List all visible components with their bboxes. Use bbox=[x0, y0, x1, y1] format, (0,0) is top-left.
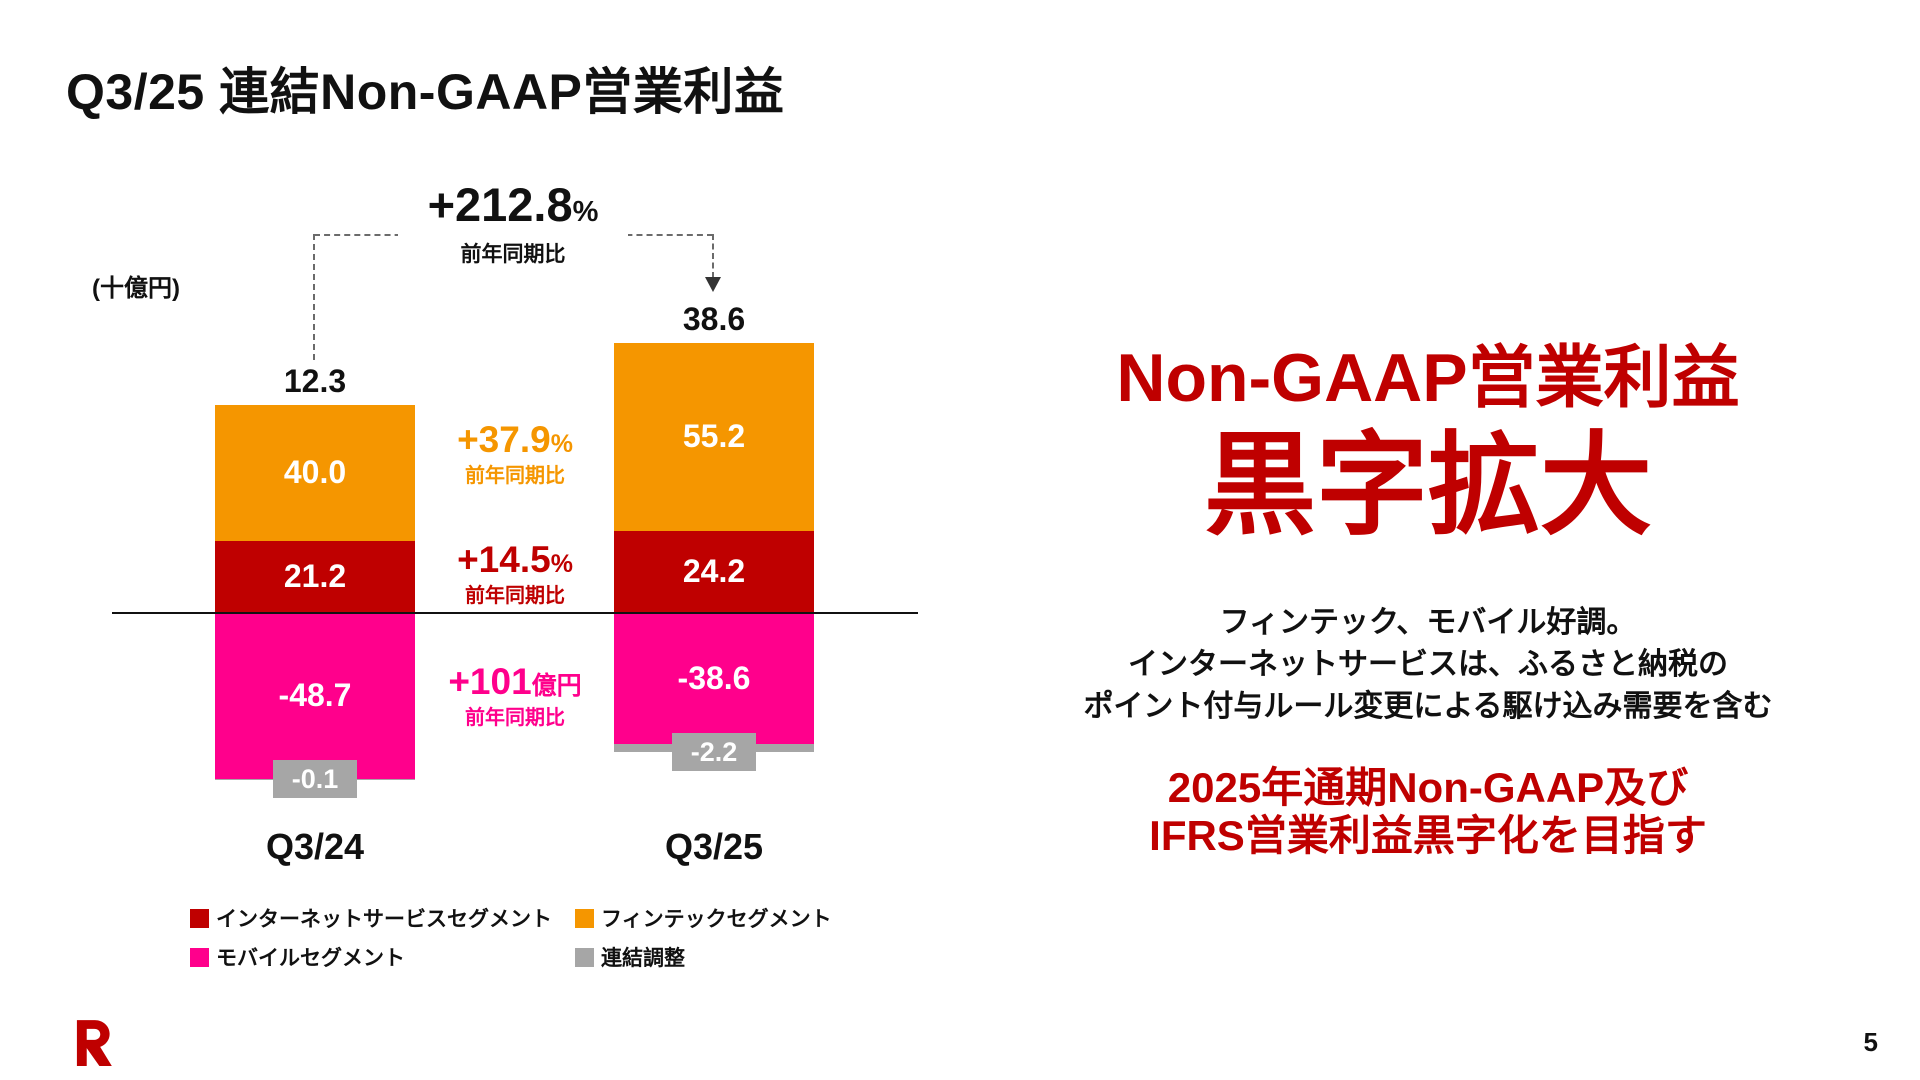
adjustment-badge: -2.2 bbox=[672, 732, 756, 771]
fintech-growth-note: 前年同期比 bbox=[465, 465, 565, 487]
total-growth-note: 前年同期比 bbox=[460, 243, 566, 266]
body-text: フィンテック、モバイル好調。 インターネットサービスは、ふるさと納税の ポイント… bbox=[1000, 602, 1856, 728]
segment-value-label: 55.2 bbox=[682, 418, 746, 455]
rakuten-logo-icon bbox=[68, 1018, 112, 1066]
mobile-growth-value: +101億円 bbox=[448, 661, 582, 702]
mobile-growth-note: 前年同期比 bbox=[465, 707, 565, 729]
segment-value-label: 24.2 bbox=[682, 553, 746, 590]
headline-line-2: 黒字拡大 bbox=[1204, 423, 1652, 548]
internet-services-growth-note: 前年同期比 bbox=[465, 585, 565, 607]
segment-value-label: 40.0 bbox=[283, 454, 347, 491]
connector-dashed-line-right bbox=[712, 234, 714, 278]
page-title: Q3/25 連結Non-GAAP営業利益 bbox=[66, 64, 785, 120]
body-line: ポイント付与ルール変更による駆け込み需要を含む bbox=[1083, 690, 1773, 723]
goal-line: IFRS営業利益黒字化を目指す bbox=[1149, 812, 1707, 859]
bar-total-label: 12.3 bbox=[283, 362, 347, 399]
legend-label: インターネットサービスセグメント bbox=[216, 908, 552, 931]
bar-segment-orange: 40.0 bbox=[215, 404, 415, 541]
x-axis-label: Q3/25 bbox=[664, 826, 764, 867]
legend-label: 連結調整 bbox=[601, 947, 685, 970]
x-axis-label: Q3/24 bbox=[265, 826, 365, 867]
total-growth-value: +212.8% bbox=[427, 178, 599, 231]
legend-swatch-gray bbox=[575, 947, 594, 967]
legend-swatch-orange bbox=[575, 908, 594, 928]
fintech-growth-annotation: +37.9% 前年同期比 bbox=[417, 420, 613, 488]
internet-services-growth-value: +14.5% bbox=[457, 539, 573, 580]
goal-line: 2025年通期Non-GAAP及び bbox=[1167, 764, 1689, 811]
legend-item-crimson: インターネットサービスセグメント bbox=[190, 903, 575, 933]
legend-item-orange: フィンテックセグメント bbox=[575, 903, 832, 933]
total-growth-annotation: +212.8% 前年同期比 bbox=[398, 180, 628, 268]
bar-segment-orange: 55.2 bbox=[614, 343, 814, 531]
bar-segment-crimson: 24.2 bbox=[614, 530, 814, 613]
legend-item-pink: モバイルセグメント bbox=[190, 942, 575, 972]
chart-legend: インターネットサービスセグメント フィンテックセグメントモバイルセグメント 連結調整 bbox=[190, 903, 832, 972]
segment-value-label: -38.6 bbox=[677, 660, 751, 697]
message-panel: Non-GAAP営業利益 黒字拡大 フィンテック、モバイル好調。 インターネット… bbox=[1000, 340, 1856, 860]
legend-label: フィンテックセグメント bbox=[601, 908, 832, 931]
legend-swatch-pink bbox=[190, 947, 209, 967]
segment-value-label: 21.2 bbox=[283, 558, 347, 595]
legend-label: モバイルセグメント bbox=[216, 947, 405, 970]
zero-axis-line bbox=[112, 612, 918, 614]
adjustment-badge: -0.1 bbox=[273, 759, 357, 798]
body-line: フィンテック、モバイル好調。 bbox=[1219, 606, 1637, 639]
bar-total-label: 38.6 bbox=[682, 301, 746, 338]
segment-value-label: -48.7 bbox=[278, 677, 352, 714]
bar-segment-pink: -48.7 bbox=[215, 613, 415, 779]
bar-segment-pink: -38.6 bbox=[614, 613, 814, 745]
legend-item-gray: 連結調整 bbox=[575, 942, 832, 972]
body-line: インターネットサービスは、ふるさと納税の bbox=[1128, 648, 1728, 681]
goal-text: 2025年通期Non-GAAP及び IFRS営業利益黒字化を目指す bbox=[1000, 764, 1856, 860]
page-number: 5 bbox=[1863, 1027, 1878, 1057]
legend-swatch-crimson bbox=[190, 908, 209, 928]
mobile-growth-annotation: +101億円 前年同期比 bbox=[417, 662, 613, 730]
connector-dashed-line-left bbox=[313, 234, 315, 360]
headline-line-1: Non-GAAP営業利益 bbox=[1116, 340, 1740, 416]
internet-services-growth-annotation: +14.5% 前年同期比 bbox=[417, 540, 613, 608]
arrow-down-icon bbox=[705, 277, 721, 292]
bar-segment-crimson: 21.2 bbox=[215, 540, 415, 613]
unit-label: (十億円) bbox=[92, 275, 180, 302]
fintech-growth-value: +37.9% bbox=[457, 419, 573, 460]
